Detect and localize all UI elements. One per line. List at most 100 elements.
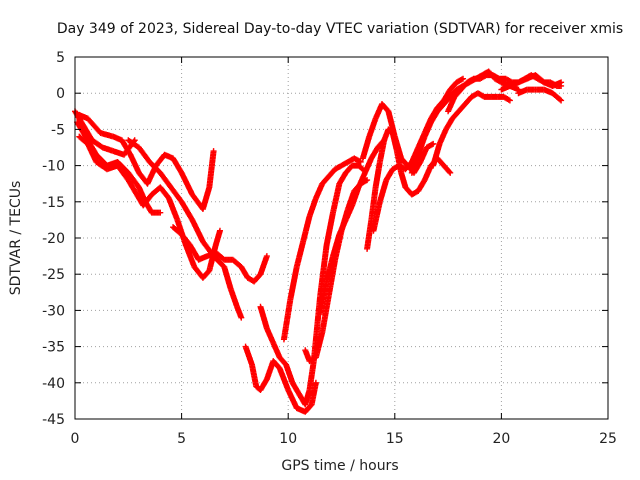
data-point-run: [277, 366, 291, 392]
data-point-run: [211, 254, 227, 269]
data-point-run: [179, 171, 195, 197]
data-point: [364, 177, 371, 184]
data-point-run: [206, 149, 217, 189]
data-point-run: [168, 185, 184, 204]
data-point-run: [379, 102, 391, 114]
data-point-run: [170, 156, 184, 175]
data-point-run: [323, 211, 336, 247]
data-point-run: [132, 189, 146, 208]
data-point-run: [200, 185, 212, 211]
data-point-run: [317, 279, 330, 316]
data-point-run: [171, 225, 184, 237]
data-point: [263, 253, 270, 260]
data-point: [460, 75, 467, 82]
data-point-run: [158, 185, 171, 201]
y-tick-label: 5: [56, 50, 65, 66]
data-point-run: [239, 265, 250, 280]
data-point-run: [550, 91, 564, 103]
data-point-run: [445, 95, 457, 113]
data-point-run: [179, 200, 195, 222]
data-point-run: [283, 363, 295, 385]
data-point-run: [126, 138, 141, 150]
data-point-run: [398, 171, 409, 190]
data-point-run: [257, 305, 270, 331]
data-point-run: [166, 196, 180, 222]
y-tick-label: -30: [42, 303, 65, 319]
data-point-run: [307, 355, 318, 364]
data-point-run: [403, 160, 414, 172]
data-point-run: [317, 243, 330, 298]
data-point-run: [294, 240, 306, 269]
series-arc-16: [430, 90, 513, 169]
data-point-run: [187, 243, 201, 262]
data-point-run: [141, 192, 154, 208]
data-point-run: [491, 72, 501, 81]
chart-title: Day 349 of 2023, Sidereal Day-to-day VTE…: [57, 21, 623, 37]
data-point-run: [264, 359, 276, 381]
series-arc-8: [257, 162, 366, 408]
data-point-run: [90, 138, 105, 150]
data-point-run: [85, 116, 103, 135]
series-arc-19: [515, 86, 565, 104]
data-point-run: [313, 182, 325, 200]
data-point-run: [183, 243, 197, 269]
data-point-run: [230, 257, 244, 270]
y-tick-label: -5: [51, 122, 65, 138]
x-tick-label: 15: [386, 431, 404, 447]
data-point-run: [74, 120, 88, 139]
data-point-run: [349, 185, 362, 208]
data-point-run: [448, 80, 459, 92]
data-point-run: [454, 76, 465, 85]
data-point-run: [452, 87, 463, 99]
data-point-run: [330, 232, 342, 258]
data-point-run: [343, 203, 355, 222]
data-point-run: [450, 109, 461, 121]
y-tick-label: -10: [42, 159, 65, 175]
data-point: [447, 169, 454, 176]
data-point: [312, 379, 319, 386]
series-arc-3: [74, 119, 164, 216]
data-point-run: [147, 159, 163, 175]
data-point-run: [290, 381, 302, 396]
data-point-run: [415, 135, 428, 157]
data-point-run: [415, 178, 427, 193]
x-tick-label: 5: [177, 431, 186, 447]
data-point-run: [385, 109, 398, 139]
data-point-run: [356, 171, 368, 190]
data-point-run: [383, 167, 395, 182]
data-point-run: [364, 218, 375, 251]
y-axis-title: SDTVAR / TECUs: [8, 181, 24, 296]
data-point-run: [277, 355, 289, 367]
data-point-run: [79, 120, 95, 143]
data-point-run: [313, 330, 325, 360]
data-point-run: [336, 218, 349, 237]
data-point-run: [323, 254, 336, 284]
data-point: [430, 140, 437, 147]
data-point-run: [325, 258, 338, 298]
x-tick-label: 10: [279, 431, 297, 447]
series-arc-2: [76, 111, 217, 213]
data-point-run: [417, 145, 430, 164]
data-point-run: [377, 178, 389, 204]
data-point-run: [213, 250, 227, 262]
data-point: [157, 209, 164, 216]
data-point-run: [126, 171, 142, 190]
data-point-run: [476, 90, 487, 100]
data-point-run: [356, 163, 365, 172]
data-point-run: [302, 388, 313, 407]
data-point-run: [366, 116, 379, 139]
data-point-run: [319, 294, 332, 334]
data-point-run: [463, 94, 474, 107]
data-point-run: [533, 73, 546, 85]
series-arc-18: [498, 72, 565, 93]
data-point-run: [435, 156, 446, 168]
data-point-run: [213, 229, 223, 247]
y-tick-label: -20: [42, 231, 65, 247]
y-tick-label: 0: [56, 86, 65, 102]
y-tick-label: -45: [42, 412, 65, 428]
data-point-run: [306, 359, 317, 392]
data-point-run: [158, 171, 174, 190]
data-point-run: [300, 214, 313, 244]
